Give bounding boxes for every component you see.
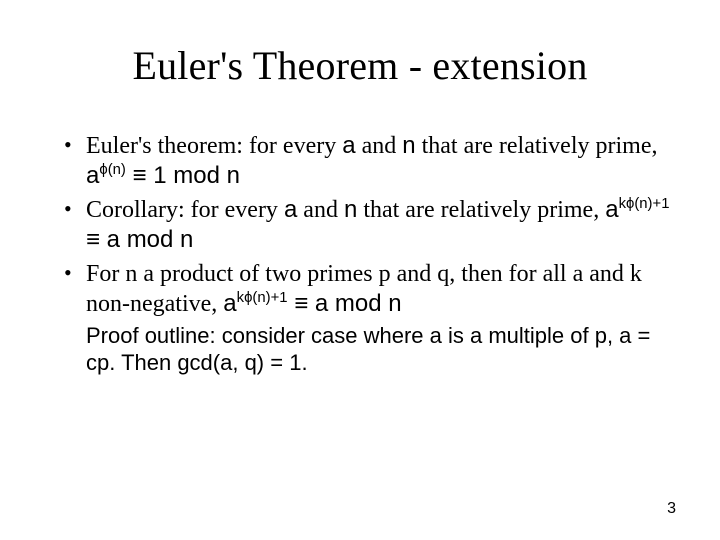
formula-base: a <box>223 290 236 317</box>
formula-tail: ≡ a mod n <box>288 290 402 317</box>
formula-tail: ≡ a mod n <box>86 226 193 253</box>
bullet-text: Corollary: for every <box>86 197 284 223</box>
bullet-text: that are relatively prime, <box>357 197 605 223</box>
formula-base: a <box>605 196 618 223</box>
formula-base: a <box>86 162 99 189</box>
proof-outline: Proof outline: consider case where a is … <box>86 323 684 377</box>
formula-tail: ≡ 1 mod n <box>126 162 240 189</box>
formula-exponent: kϕ(n)+1 <box>237 290 288 306</box>
bullet-text: that are relatively prime, <box>416 133 658 159</box>
bullet-item: Corollary: for every a and n that are re… <box>64 195 684 255</box>
var-n: n <box>344 196 357 223</box>
var-n: n <box>402 132 415 159</box>
page-number: 3 <box>667 500 676 518</box>
slide: Euler's Theorem - extension Euler's theo… <box>0 0 720 540</box>
var-a: a <box>342 132 355 159</box>
bullet-text: and <box>356 133 403 159</box>
bullet-text: and <box>297 197 344 223</box>
slide-title: Euler's Theorem - extension <box>36 42 684 89</box>
formula-exponent: ϕ(n) <box>99 162 126 178</box>
formula: aϕ(n) ≡ 1 mod n <box>86 162 240 189</box>
bullet-item: Euler's theorem: for every a and n that … <box>64 131 684 191</box>
formula: akϕ(n)+1 ≡ a mod n <box>223 290 401 317</box>
bullet-list: Euler's theorem: for every a and n that … <box>36 131 684 319</box>
formula-exponent: kϕ(n)+1 <box>619 196 670 212</box>
var-a: a <box>284 196 297 223</box>
bullet-item: For n a product of two primes p and q, t… <box>64 259 684 319</box>
bullet-text: Euler's theorem: for every <box>86 133 342 159</box>
